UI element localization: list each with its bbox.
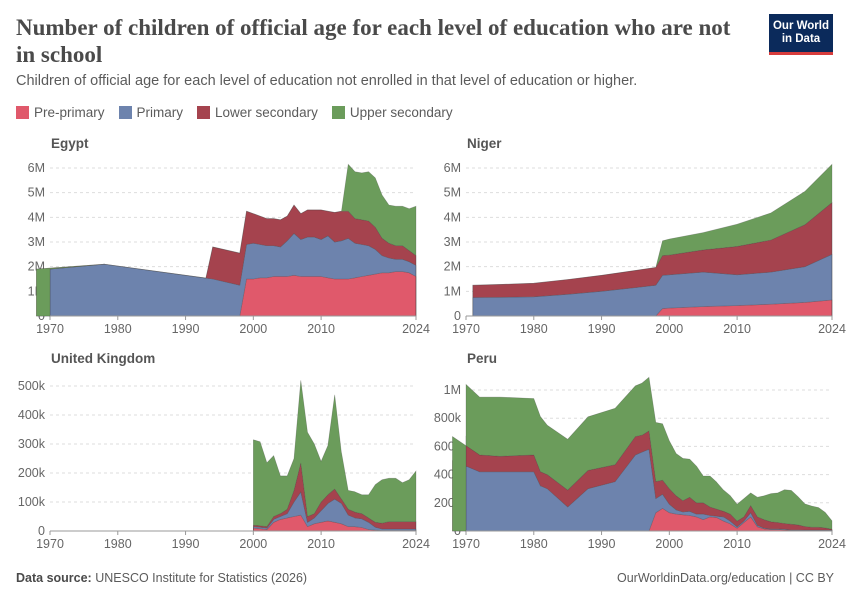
x-tick-label-united-kingdom: 1970	[36, 537, 64, 551]
x-tick-label-egypt: 1980	[104, 322, 132, 336]
y-tick-label-united-kingdom: 300k	[18, 437, 46, 451]
legend-swatch-pre-primary	[16, 106, 29, 119]
x-tick-label-peru: 1990	[588, 537, 616, 551]
y-tick-label-niger: 6M	[444, 161, 461, 175]
y-tick-label-niger: 3M	[444, 235, 461, 249]
panel-title-peru: Peru	[467, 351, 497, 366]
y-tick-label-united-kingdom: 500k	[18, 379, 46, 393]
logo-line-1: Our World	[772, 20, 829, 32]
panel-title-niger: Niger	[467, 136, 502, 151]
area-united-kingdom-lower-secondary[interactable]	[253, 462, 417, 531]
x-tick-label-egypt: 2010	[307, 322, 335, 336]
y-tick-label-niger: 1M	[444, 284, 461, 298]
x-tick-label-peru: 2010	[723, 537, 751, 551]
source-link[interactable]: UNESCO Institute for Statistics (2026)	[95, 571, 308, 585]
x-tick-label-niger: 1980	[520, 322, 548, 336]
owid-logo[interactable]: Our World in Data	[769, 14, 833, 55]
panel-title-united-kingdom: United Kingdom	[51, 351, 155, 366]
page-title: Number of children of official age for e…	[16, 15, 731, 67]
y-tick-label-egypt: 5M	[28, 186, 45, 200]
legend-label-upper-secondary: Upper secondary	[349, 105, 453, 120]
area-peru-upper-secondary[interactable]	[452, 376, 833, 532]
y-tick-label-niger: 0	[454, 309, 461, 323]
chart-legend: Pre-primary Primary Lower secondary Uppe…	[16, 105, 453, 120]
page-subtitle: Children of official age for each level …	[16, 73, 638, 89]
y-tick-label-egypt: 3M	[28, 235, 45, 249]
area-united-kingdom-upper-secondary[interactable]	[253, 380, 417, 531]
y-tick-label-peru: 1M	[444, 383, 461, 397]
footer-license[interactable]: OurWorldinData.org/education | CC BY	[616, 571, 834, 585]
legend-item-upper-secondary[interactable]: Upper secondary	[331, 105, 453, 120]
area-niger-upper-secondary[interactable]	[472, 163, 833, 316]
y-tick-label-niger: 5M	[444, 186, 461, 200]
x-tick-label-niger: 1990	[588, 322, 616, 336]
y-tick-label-united-kingdom: 0	[38, 524, 45, 538]
area-egypt-lower-secondary[interactable]	[36, 204, 417, 317]
footer-source: Data source: UNESCO Institute for Statis…	[16, 571, 307, 585]
y-tick-label-united-kingdom: 400k	[18, 408, 46, 422]
x-tick-label-niger: 1970	[452, 322, 480, 336]
legend-label-primary: Primary	[136, 105, 184, 120]
x-tick-label-peru: 2000	[655, 537, 683, 551]
x-tick-label-united-kingdom: 2000	[239, 537, 267, 551]
legend-swatch-upper-secondary	[331, 106, 345, 119]
x-tick-label-united-kingdom: 2010	[307, 537, 335, 551]
x-tick-label-peru: 2024	[818, 537, 846, 551]
x-tick-label-egypt: 1970	[36, 322, 64, 336]
x-tick-label-united-kingdom: 2024	[402, 537, 430, 551]
legend-item-pre-primary[interactable]: Pre-primary	[16, 105, 105, 120]
source-label: Data source:	[16, 571, 92, 585]
area-egypt-upper-secondary[interactable]	[36, 163, 417, 317]
x-tick-label-niger: 2000	[655, 322, 683, 336]
logo-line-2: in Data	[781, 33, 821, 45]
y-tick-label-united-kingdom: 200k	[18, 466, 46, 480]
legend-label-pre-primary: Pre-primary	[34, 105, 105, 120]
x-tick-label-united-kingdom: 1990	[172, 537, 200, 551]
area-niger-lower-secondary[interactable]	[472, 201, 833, 317]
x-tick-label-peru: 1980	[520, 537, 548, 551]
legend-item-primary[interactable]: Primary	[118, 105, 184, 120]
y-tick-label-egypt: 4M	[28, 210, 45, 224]
legend-swatch-primary	[118, 106, 132, 119]
y-tick-label-united-kingdom: 100k	[18, 495, 46, 509]
y-tick-label-egypt: 6M	[28, 161, 45, 175]
x-tick-label-united-kingdom: 1980	[104, 537, 132, 551]
x-tick-label-egypt: 1990	[172, 322, 200, 336]
x-tick-label-niger: 2010	[723, 322, 751, 336]
y-tick-label-niger: 2M	[444, 260, 461, 274]
x-tick-label-peru: 1970	[452, 537, 480, 551]
y-tick-label-peru: 800k	[434, 411, 462, 425]
panel-title-egypt: Egypt	[51, 136, 89, 151]
x-tick-label-niger: 2024	[818, 322, 846, 336]
x-tick-label-egypt: 2000	[239, 322, 267, 336]
x-tick-label-egypt: 2024	[402, 322, 430, 336]
legend-swatch-lower-secondary	[197, 106, 211, 119]
legend-item-lower-secondary[interactable]: Lower secondary	[197, 105, 318, 120]
legend-label-lower-secondary: Lower secondary	[215, 105, 318, 120]
y-tick-label-niger: 4M	[444, 210, 461, 224]
